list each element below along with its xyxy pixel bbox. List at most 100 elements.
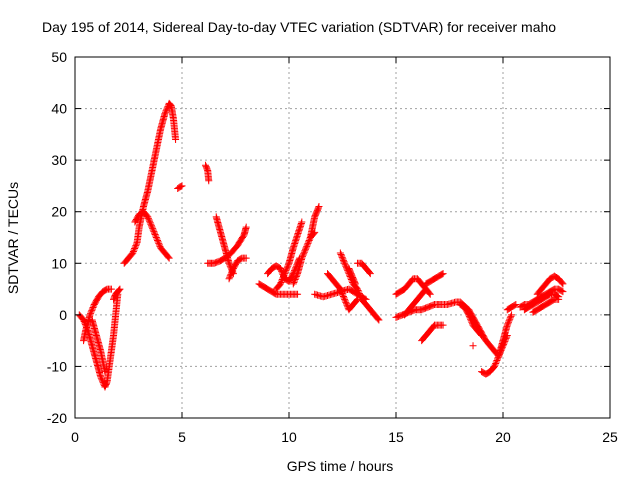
y-tick-label: 40: [51, 101, 67, 117]
data-point: [116, 285, 124, 293]
data-point: [506, 314, 514, 322]
data-point: [354, 287, 362, 295]
data-point: [226, 272, 234, 280]
data-point: [152, 234, 160, 241]
data-point: [336, 285, 344, 293]
data-point: [303, 242, 311, 250]
data-point: [338, 252, 346, 260]
data-point: [353, 296, 361, 304]
x-tick-label: 20: [495, 429, 511, 445]
data-point: [339, 256, 347, 264]
plot-frame: [74, 56, 611, 419]
data-point: [281, 268, 289, 276]
data-point: [227, 270, 235, 278]
data-point: [132, 242, 140, 250]
data-point: [302, 245, 310, 253]
data-point: [303, 241, 311, 249]
data-point: [315, 203, 323, 211]
data-point: [282, 267, 290, 275]
data-point: [439, 321, 447, 329]
data-point: [150, 229, 158, 237]
data-point: [292, 274, 300, 282]
x-tick-label: 0: [71, 429, 79, 445]
data-point: [493, 355, 501, 363]
x-tick-label: 5: [178, 429, 186, 445]
data-point: [99, 377, 107, 385]
data-point: [492, 359, 500, 367]
data-point: [492, 358, 500, 366]
y-tick-label: -10: [47, 358, 67, 374]
data-point: [228, 267, 236, 275]
data-point: [281, 270, 289, 278]
data-point: [511, 301, 519, 309]
data-point: [342, 298, 350, 306]
data-point: [299, 251, 307, 259]
data-point: [341, 261, 349, 269]
data-point: [242, 223, 250, 231]
y-tick-label: 50: [51, 49, 67, 65]
data-point: [507, 312, 515, 320]
data-point: [465, 312, 473, 320]
data-point: [314, 204, 322, 212]
data-point: [146, 217, 154, 225]
data-point: [144, 213, 152, 221]
data-point: [355, 289, 363, 297]
data-point: [337, 287, 345, 295]
data-point: [478, 331, 486, 339]
data-point: [337, 250, 345, 258]
data-point: [336, 249, 344, 257]
data-point: [298, 218, 306, 226]
data-point: [505, 317, 513, 325]
data-point: [145, 216, 153, 224]
data-point: [304, 239, 312, 247]
data-point: [130, 246, 138, 254]
data-point: [107, 285, 115, 293]
data-point: [340, 258, 348, 266]
data-point: [365, 269, 373, 277]
data-point: [87, 309, 95, 317]
grid-lines: [75, 57, 610, 418]
data-point: [165, 254, 173, 262]
data-point: [356, 291, 364, 299]
data-point: [512, 301, 520, 309]
data-point: [205, 177, 213, 185]
data-point: [153, 235, 161, 243]
data-point: [466, 314, 474, 322]
data-point: [355, 288, 363, 296]
data-points: [75, 99, 567, 391]
data-point: [131, 243, 139, 251]
data-point: [278, 277, 286, 285]
data-point: [340, 294, 348, 302]
data-point: [129, 249, 137, 257]
data-point: [172, 136, 180, 144]
data-point: [132, 240, 140, 248]
chart-title: Day 195 of 2014, Sidereal Day-to-day VTE…: [42, 19, 556, 35]
data-point: [290, 278, 298, 286]
data-point: [291, 275, 299, 283]
data-point: [276, 264, 284, 272]
data-point: [164, 253, 172, 261]
data-point: [279, 273, 287, 281]
data-point: [280, 271, 288, 279]
data-point: [555, 295, 563, 303]
data-point: [276, 280, 284, 288]
data-point: [277, 266, 285, 274]
data-point: [505, 318, 513, 326]
data-point: [225, 259, 233, 267]
data-point: [228, 269, 236, 277]
data-point: [161, 108, 169, 116]
data-point: [177, 182, 185, 190]
data-point: [146, 219, 154, 227]
data-point: [289, 280, 297, 288]
x-tick-label: 25: [602, 429, 618, 445]
data-point: [302, 244, 310, 252]
data-point: [294, 290, 302, 298]
data-point: [558, 287, 566, 295]
data-point: [226, 273, 234, 281]
data-point: [421, 286, 429, 294]
data-point: [375, 316, 383, 324]
data-point: [87, 308, 95, 316]
data-point: [86, 311, 94, 319]
